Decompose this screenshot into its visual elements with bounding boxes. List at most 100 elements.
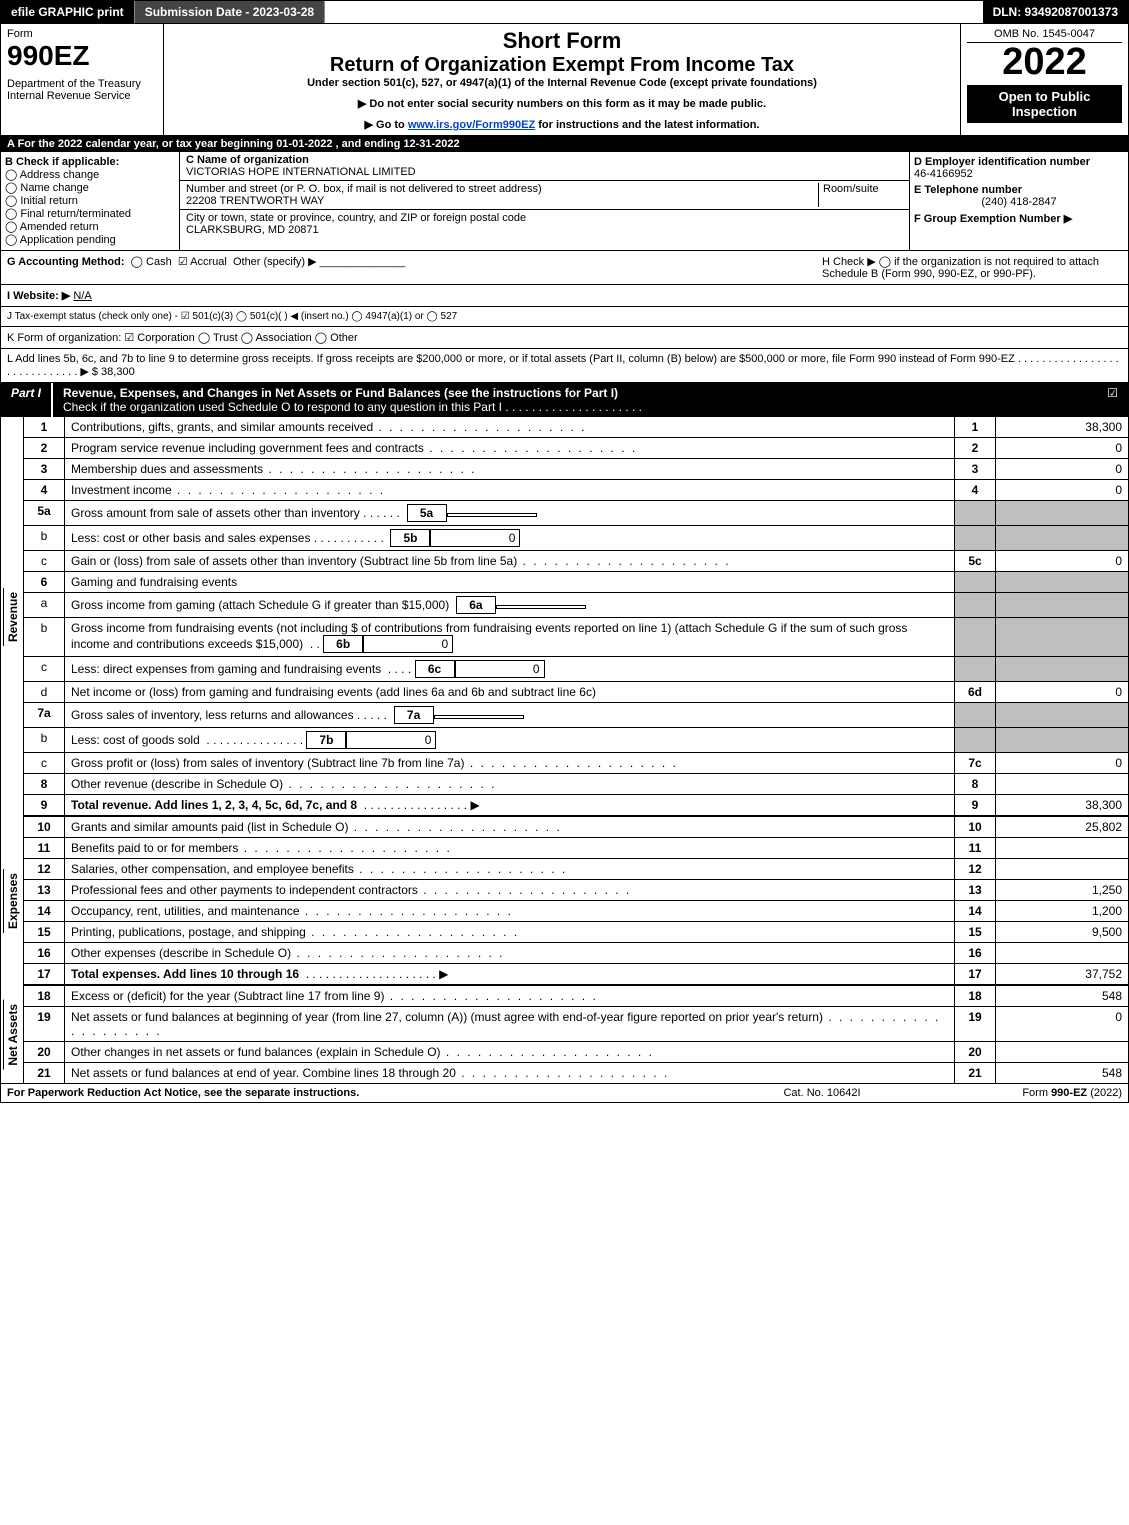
line-3-desc: Membership dues and assessments <box>65 459 954 479</box>
line-12-val <box>996 859 1128 879</box>
org-name: VICTORIAS HOPE INTERNATIONAL LIMITED <box>186 166 416 178</box>
line-19-val: 0 <box>996 1007 1128 1041</box>
chk-name[interactable]: ◯ Name change <box>5 181 175 194</box>
chk-pending[interactable]: ◯ Application pending <box>5 233 175 246</box>
part1-header: Part I Revenue, Expenses, and Changes in… <box>0 383 1129 417</box>
line-4-val: 0 <box>996 480 1128 500</box>
line-15-desc: Printing, publications, postage, and shi… <box>65 922 954 942</box>
line-2-desc: Program service revenue including govern… <box>65 438 954 458</box>
b-label: B Check if applicable: <box>5 156 175 168</box>
line-20-desc: Other changes in net assets or fund bala… <box>65 1042 954 1062</box>
website-value: N/A <box>73 290 91 302</box>
chk-final[interactable]: ◯ Final return/terminated <box>5 207 175 220</box>
efile-label[interactable]: efile GRAPHIC print <box>1 1 134 23</box>
part1-label: Part I <box>1 383 53 417</box>
line-1-val: 38,300 <box>996 417 1128 437</box>
line-14-desc: Occupancy, rent, utilities, and maintena… <box>65 901 954 921</box>
revenue-group: Revenue 1Contributions, gifts, grants, a… <box>0 417 1129 817</box>
c-label: C Name of organization <box>186 154 309 166</box>
line-16-desc: Other expenses (describe in Schedule O) <box>65 943 954 963</box>
line-6c-desc: Less: direct expenses from gaming and fu… <box>65 657 954 681</box>
line-j: J Tax-exempt status (check only one) - ☑… <box>0 307 1129 327</box>
submission-date: Submission Date - 2023-03-28 <box>134 1 325 23</box>
g-cash[interactable]: Cash <box>146 256 172 268</box>
i-label: I Website: ▶ <box>7 290 70 302</box>
tax-year: 2022 <box>967 43 1122 81</box>
top-bar: efile GRAPHIC print Submission Date - 20… <box>0 0 1129 24</box>
line-21-desc: Net assets or fund balances at end of ye… <box>65 1063 954 1083</box>
line-11-desc: Benefits paid to or for members <box>65 838 954 858</box>
part1-title: Revenue, Expenses, and Changes in Net As… <box>63 386 618 400</box>
open-to-public: Open to Public Inspection <box>967 85 1122 123</box>
phone-label: E Telephone number <box>914 184 1022 196</box>
line-13-desc: Professional fees and other payments to … <box>65 880 954 900</box>
chk-initial[interactable]: ◯ Initial return <box>5 194 175 207</box>
line-6d-val: 0 <box>996 682 1128 702</box>
cat-number: Cat. No. 10642I <box>722 1087 922 1099</box>
line-17-desc: Total expenses. Add lines 10 through 16 … <box>65 964 954 984</box>
ein-label: D Employer identification number <box>914 156 1090 168</box>
line-6a-desc: Gross income from gaming (attach Schedul… <box>65 593 954 617</box>
room-suite: Room/suite <box>818 183 903 207</box>
line-1-desc: Contributions, gifts, grants, and simila… <box>65 417 954 437</box>
org-address: 22208 TRENTWORTH WAY <box>186 195 324 207</box>
col-c: C Name of organization VICTORIAS HOPE IN… <box>180 152 909 250</box>
col-def: D Employer identification number46-41669… <box>909 152 1128 250</box>
dln-label: DLN: 93492087001373 <box>983 1 1128 23</box>
g-accrual[interactable]: Accrual <box>190 256 227 268</box>
short-form-title: Short Form <box>170 28 954 54</box>
line-17-val: 37,752 <box>996 964 1128 984</box>
part1-check[interactable]: ☑ <box>1097 383 1128 417</box>
line-6-desc: Gaming and fundraising events <box>65 572 954 592</box>
line-13-val: 1,250 <box>996 880 1128 900</box>
line-k: K Form of organization: ☑ Corporation ◯ … <box>0 327 1129 349</box>
addr-label: Number and street (or P. O. box, if mail… <box>186 183 542 195</box>
ein-value: 46-4166952 <box>914 168 973 180</box>
line-a: A For the 2022 calendar year, or tax yea… <box>0 136 1129 152</box>
city-label: City or town, state or province, country… <box>186 212 526 224</box>
line-4-desc: Investment income <box>65 480 954 500</box>
line-gh: G Accounting Method: ◯ Cash ☑ Accrual Ot… <box>0 251 1129 285</box>
line-9-desc: Total revenue. Add lines 1, 2, 3, 4, 5c,… <box>65 795 954 815</box>
page-footer: For Paperwork Reduction Act Notice, see … <box>0 1084 1129 1103</box>
h-label: H Check ▶ ◯ if the organization is not r… <box>822 255 1122 280</box>
line-12-desc: Salaries, other compensation, and employ… <box>65 859 954 879</box>
note-link: ▶ Go to www.irs.gov/Form990EZ for instru… <box>170 118 954 131</box>
line-19-desc: Net assets or fund balances at beginning… <box>65 1007 954 1041</box>
form-word: Form <box>7 28 157 40</box>
irs-link[interactable]: www.irs.gov/Form990EZ <box>408 119 535 131</box>
line-18-val: 548 <box>996 986 1128 1006</box>
line-i: I Website: ▶ N/A <box>0 285 1129 307</box>
line-5b-desc: Less: cost or other basis and sales expe… <box>65 526 954 550</box>
line-8-desc: Other revenue (describe in Schedule O) <box>65 774 954 794</box>
line-21-val: 548 <box>996 1063 1128 1083</box>
g-other[interactable]: Other (specify) ▶ <box>233 256 317 268</box>
expenses-group: Expenses 10Grants and similar amounts pa… <box>0 817 1129 986</box>
line-14-val: 1,200 <box>996 901 1128 921</box>
expenses-vlabel: Expenses <box>3 869 22 933</box>
chk-address[interactable]: ◯ Address change <box>5 168 175 181</box>
line-5a-desc: Gross amount from sale of assets other t… <box>65 501 954 525</box>
line-3-val: 0 <box>996 459 1128 479</box>
line-2-val: 0 <box>996 438 1128 458</box>
org-city: CLARKSBURG, MD 20871 <box>186 224 319 236</box>
line-5c-desc: Gain or (loss) from sale of assets other… <box>65 551 954 571</box>
paperwork-notice: For Paperwork Reduction Act Notice, see … <box>7 1087 722 1099</box>
chk-amended[interactable]: ◯ Amended return <box>5 220 175 233</box>
form-number: 990EZ <box>7 40 157 72</box>
line-7c-val: 0 <box>996 753 1128 773</box>
netassets-vlabel: Net Assets <box>3 1000 22 1070</box>
line-10-desc: Grants and similar amounts paid (list in… <box>65 817 954 837</box>
section-bcdef: B Check if applicable: ◯ Address change … <box>0 152 1129 251</box>
group-exempt-label: F Group Exemption Number ▶ <box>914 213 1072 225</box>
main-title: Return of Organization Exempt From Incom… <box>170 54 954 77</box>
line-7b-desc: Less: cost of goods sold . . . . . . . .… <box>65 728 954 752</box>
form-ref: Form 990-EZ (2022) <box>922 1087 1122 1099</box>
phone-value: (240) 418-2847 <box>914 196 1124 208</box>
subtitle: Under section 501(c), 527, or 4947(a)(1)… <box>170 77 954 89</box>
line-6d-desc: Net income or (loss) from gaming and fun… <box>65 682 954 702</box>
revenue-vlabel: Revenue <box>3 588 22 646</box>
line-11-val <box>996 838 1128 858</box>
line-l: L Add lines 5b, 6c, and 7b to line 9 to … <box>0 349 1129 383</box>
note-ssn: ▶ Do not enter social security numbers o… <box>170 97 954 110</box>
